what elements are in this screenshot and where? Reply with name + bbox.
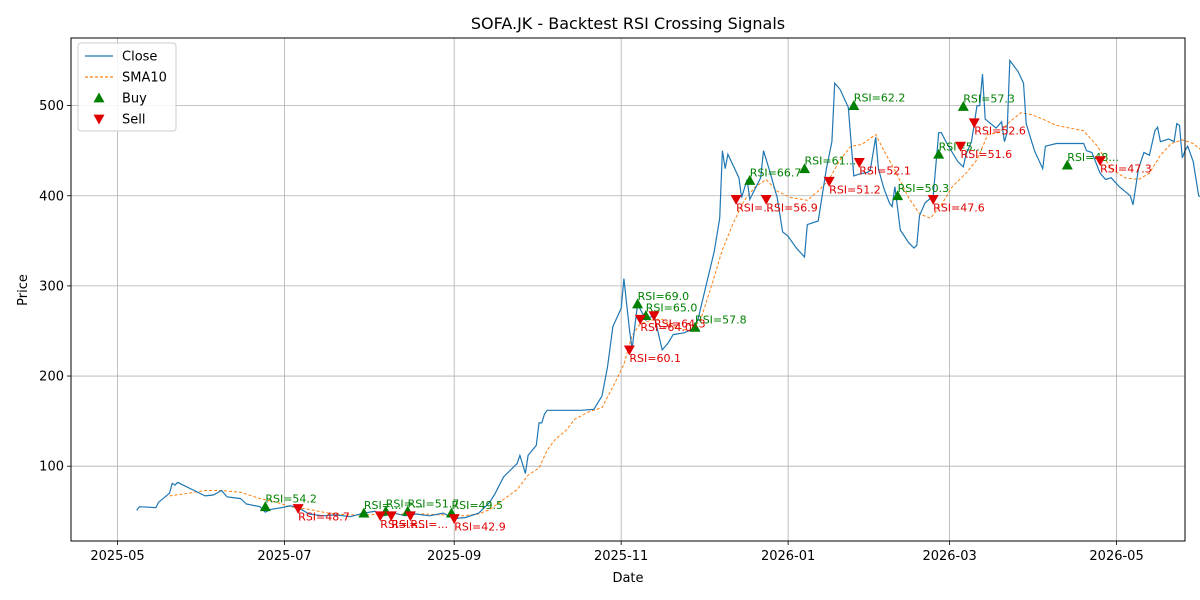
sell-label: RSI=51.6 xyxy=(961,148,1013,161)
sell-marker xyxy=(648,311,660,322)
sell-label: RSI=... xyxy=(380,518,418,531)
sell-label: RSI=... xyxy=(410,518,448,531)
buy-label: RSI=51.7 xyxy=(408,497,460,510)
legend-label: Close xyxy=(122,50,157,65)
buy-marker xyxy=(1061,159,1073,170)
sell-label: RSI=64.3 xyxy=(654,318,706,331)
sell-label: RSI=60.1 xyxy=(629,352,681,365)
plot-frame xyxy=(70,37,1186,542)
sell-marker xyxy=(760,194,772,205)
sell-marker xyxy=(955,141,967,152)
sell-marker xyxy=(730,194,742,205)
y-tick-label: 500 xyxy=(39,99,64,114)
sell-label: RSI=47.3 xyxy=(1100,163,1152,176)
sell-marker xyxy=(823,176,835,187)
chart-title: SOFA.JK - Backtest RSI Crossing Signals xyxy=(471,14,785,33)
sell-label: RSI=56.9 xyxy=(766,201,818,214)
legend-swatch xyxy=(93,114,105,125)
buy-label: RSI=49.5 xyxy=(451,499,503,512)
sell-marker xyxy=(404,511,416,522)
x-tick-label: 2025-11 xyxy=(594,549,648,564)
buy-marker xyxy=(933,148,945,159)
sell-marker xyxy=(374,511,386,522)
sell-label: RSI=47.6 xyxy=(933,201,985,214)
buy-label: RSI=62.2 xyxy=(854,92,906,105)
x-tick-label: 2026-05 xyxy=(1089,549,1143,564)
buy-marker xyxy=(848,100,860,111)
grid xyxy=(71,38,1185,541)
sell-marker xyxy=(623,345,635,356)
buy-marker xyxy=(799,163,811,174)
legend-box xyxy=(77,42,177,132)
x-tick-label: 2026-01 xyxy=(761,549,815,564)
y-tick-label: 300 xyxy=(39,279,64,294)
buy-marker xyxy=(689,321,701,332)
sell-label: RSI=52.1 xyxy=(859,164,911,177)
sell-label: RSI=48.7 xyxy=(298,511,350,524)
buy-label: RSI=57.3 xyxy=(963,93,1015,106)
legend: Close SMA10 Buy Sell xyxy=(77,42,177,132)
buy-marker xyxy=(632,298,644,309)
legend-label: SMA10 xyxy=(122,71,167,86)
sell-label: RSI=52.6 xyxy=(974,125,1026,138)
x-axis-label: Date xyxy=(612,571,643,586)
sell-marker xyxy=(968,118,980,129)
y-tick-label: 200 xyxy=(39,370,64,385)
sell-label: RSI=... xyxy=(391,518,429,531)
buy-marker xyxy=(957,101,969,111)
ticks: 2025-05 2025-07 2025-09 2025-11 2026-01 2026-… xyxy=(39,99,1144,564)
buy-marker xyxy=(892,190,904,201)
buy-marker xyxy=(744,174,756,185)
y-tick-label: 400 xyxy=(39,189,64,204)
sell-label: RSI=42.9 xyxy=(454,520,506,533)
legend-label: Sell xyxy=(122,113,145,128)
sell-label: RSI=64.0 xyxy=(640,321,692,334)
sell-label: RSI=51.2 xyxy=(829,183,881,196)
buy-label: RSI=57.8 xyxy=(695,313,747,326)
x-tick-label: 2026-03 xyxy=(922,549,976,564)
legend-swatch xyxy=(93,92,105,103)
y-tick-label: 100 xyxy=(39,460,64,475)
buy-label: RSI=54.2 xyxy=(265,493,317,506)
buy-label: RSI=50.3 xyxy=(898,182,950,195)
sell-marker xyxy=(927,194,939,205)
sell-marker xyxy=(292,504,304,515)
buy-label: RSI=69.0 xyxy=(638,290,690,303)
buy-marker xyxy=(358,507,370,518)
sell-marker xyxy=(448,514,460,524)
sell-marker xyxy=(385,511,397,522)
x-tick-label: 2025-05 xyxy=(90,549,144,564)
buy-label: RSI=66.7 xyxy=(750,166,802,179)
x-tick-label: 2025-07 xyxy=(257,549,311,564)
y-axis-label: Price xyxy=(16,274,31,306)
legend-label: Buy xyxy=(122,92,147,107)
signal-markers: RSI=54.2 RSI=...RSI=...RSI=51.7RSI=49.5RS… xyxy=(259,92,1152,533)
buy-label: RSI=61... xyxy=(805,155,857,168)
sell-marker xyxy=(634,314,646,325)
buy-marker xyxy=(259,501,271,512)
buy-label: RSI=48... xyxy=(1067,151,1119,164)
sell-marker xyxy=(1094,156,1106,167)
buy-label: RSI=... xyxy=(364,499,402,512)
x-tick-label: 2025-09 xyxy=(427,549,481,564)
sell-marker xyxy=(853,157,865,168)
sell-label: RSI=... xyxy=(736,201,774,214)
buy-label: RSI=... xyxy=(386,497,424,510)
